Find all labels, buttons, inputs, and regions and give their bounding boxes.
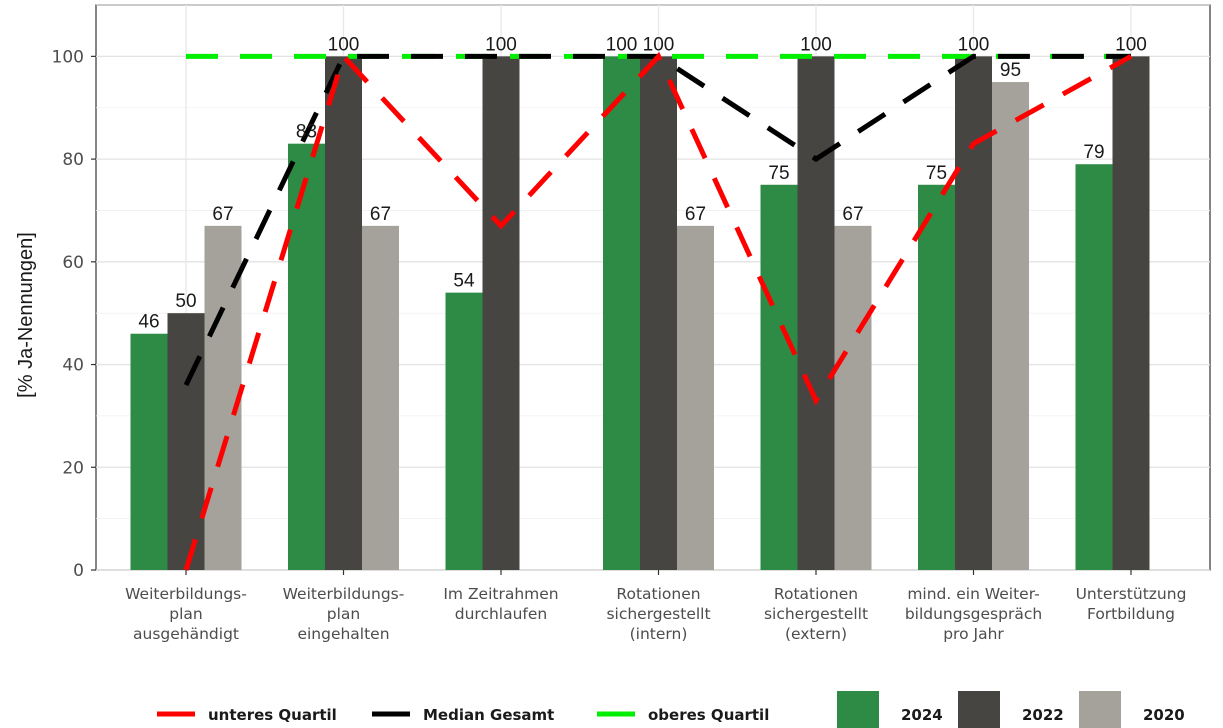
bar-2022-6 [955,56,992,570]
y-tick-label: 0 [73,561,84,581]
bar-2024-1 [130,333,168,570]
legend-label: oberes Quartil [648,706,769,724]
data-label-2022-1: 50 [175,291,196,312]
x-category-label: Unterstützung [1076,585,1187,603]
x-category-label: Weiterbildungs- [283,585,405,603]
x-category-label: bildungsgespräch [905,605,1042,623]
legend-swatch-2024 [837,691,879,728]
legend-label: unteres Quartil [208,706,337,724]
data-label-2020-1: 67 [212,204,233,225]
y-tick-label: 60 [62,253,84,273]
axes: 0 20 40 60 80 100 Weiterbildungs-plan ausgehänd… [52,47,1187,643]
data-label-2020-2: 67 [370,204,391,225]
x-category-label: plan [327,605,360,623]
bar-2022-3 [482,56,520,570]
y-tick-label: 80 [62,150,84,170]
bar-2020-5 [834,225,872,570]
bar-2022-5 [797,56,835,570]
bar-2024-5 [760,184,798,571]
x-category-label: Rotationen [774,585,858,603]
bar-2024-2 [288,143,325,570]
x-category-label: sichergestellt [606,605,710,623]
x-category-label: mind. ein Weiter- [907,585,1039,603]
legend-swatch-2022 [958,691,1000,728]
legend-label: Median Gesamt [423,706,554,724]
data-label-2020-6: 95 [1000,60,1021,81]
legend-swatch-2020 [1079,691,1121,728]
legend-label: 2020 [1143,706,1185,724]
x-category-label: Rotationen [616,585,700,603]
data-label-2020-4: 67 [685,204,706,225]
data-label-2024-3: 54 [453,271,475,292]
data-label-2022-2: 100 [328,34,360,55]
x-category-label: (intern) [630,625,688,643]
x-category-label: plan [169,605,202,623]
x-category-label: (extern) [785,625,847,643]
x-category-label: Weiterbildungs- [125,585,247,603]
data-label-2024-1: 46 [138,312,159,333]
x-category-label: sichergestellt [764,605,868,623]
data-label-2024-5: 75 [768,163,789,184]
bar-2024-6 [918,184,955,571]
data-label-2024-4: 100 [606,34,638,55]
bar-2020-2 [362,225,399,570]
x-category-label: Im Zeitrahmen [443,585,558,603]
data-label-2022-3: 100 [485,34,517,55]
data-label-2022-6: 100 [958,34,990,55]
x-category-label: ausgehändigt [133,625,239,643]
data-label-2024-2: 83 [296,122,317,143]
data-label-2022-7: 100 [1115,34,1147,55]
legend-label: 2022 [1022,706,1064,724]
data-label-2024-6: 75 [926,163,947,184]
y-tick-label: 20 [62,458,84,478]
bar-2022-4 [640,56,677,570]
x-category-label: eingehalten [297,625,389,643]
bar-2020-6 [992,82,1029,570]
bars [130,56,1150,571]
x-category-label: Fortbildung [1087,605,1175,623]
bar-2020-4 [677,225,714,570]
data-label-2020-5: 67 [842,204,863,225]
line-unteres-quartil [183,51,1133,571]
data-label-2022-4: 100 [643,34,675,55]
bar-2022-1 [167,313,205,570]
legend-label: 2024 [901,706,943,724]
bar-2022-7 [1112,56,1150,570]
data-label-2022-5: 100 [800,34,832,55]
bar-2024-3 [445,292,483,570]
bar-2022-2 [325,56,362,570]
legend: unteres Quartil Median Gesamt oberes Quart… [157,691,1185,728]
data-label-2024-7: 79 [1083,142,1104,163]
y-tick-label: 100 [52,47,84,67]
y-tick-label: 40 [62,356,84,376]
bar-2024-7 [1075,164,1113,570]
bar-2024-4 [603,56,640,570]
quartile-lines [183,51,1133,571]
x-category-label: durchlaufen [455,605,548,623]
y-axis-title: [% Ja-Nennungen] [15,232,37,398]
x-category-label: pro Jahr [943,625,1004,643]
